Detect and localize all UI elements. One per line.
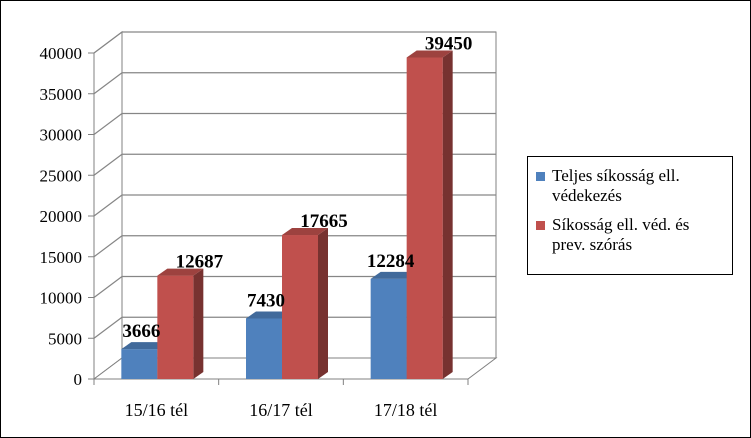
x-axis-categories: 15/16 tél 16/17 tél 17/18 tél — [125, 400, 438, 420]
gridline — [93, 194, 496, 217]
data-label: 3666 — [122, 321, 160, 342]
y-tick-label: 5000 — [48, 329, 82, 348]
bar-front — [370, 278, 407, 379]
bar-side — [442, 50, 453, 380]
data-label: 7430 — [247, 290, 285, 311]
legend-swatch-series-2 — [536, 221, 545, 230]
legend-item-series-2: Síkosság ell. véd. és prev. szórás — [536, 215, 726, 255]
bar-front — [157, 275, 194, 379]
y-tick-label: 15000 — [40, 248, 83, 267]
bars — [121, 50, 453, 380]
legend: Teljes síkosság ell. védekezés Síkosság … — [527, 156, 733, 275]
y-tick-label: 25000 — [40, 166, 83, 185]
bar-top — [370, 271, 417, 279]
gridlines — [93, 31, 496, 339]
bar-top — [282, 228, 328, 236]
gridline — [93, 72, 496, 95]
bar-side — [193, 268, 204, 379]
bar-top — [157, 268, 204, 276]
gridline — [93, 112, 496, 135]
y-axis-ticks: 0 5000 10000 15000 20000 25000 30000 35000 40000 — [40, 44, 469, 389]
bar-top — [246, 311, 292, 319]
x-category-label: 16/17 tél — [249, 400, 313, 420]
bar-front — [121, 349, 158, 379]
x-category-label: 15/16 tél — [125, 400, 189, 420]
y-tick-label: 40000 — [40, 44, 83, 63]
x-category-label: 17/18 tél — [374, 400, 438, 420]
data-label: 39450 — [425, 33, 473, 54]
data-labels: 3666 12687 7430 17665 12284 39450 — [122, 33, 472, 342]
gridline — [93, 153, 496, 176]
bar-front — [282, 235, 318, 379]
gridline — [93, 275, 496, 298]
bar-series-2-3 — [406, 50, 453, 380]
bar-series-2-2 — [282, 228, 328, 379]
legend-label-series-1: Teljes síkosság ell. védekezés — [552, 166, 680, 205]
y-tick-label: 10000 — [40, 289, 83, 308]
data-label: 17665 — [300, 211, 348, 232]
gridline — [93, 31, 496, 54]
legend-label-series-2: Síkosság ell. véd. és prev. szórás — [552, 215, 690, 254]
bar-top — [121, 342, 168, 350]
y-tick-label: 20000 — [40, 207, 83, 226]
legend-item-series-1: Teljes síkosság ell. védekezés — [536, 166, 726, 206]
bar-side — [318, 228, 328, 379]
gridline — [93, 235, 496, 258]
y-tick-label: 0 — [74, 370, 83, 389]
y-tick-label: 30000 — [40, 126, 83, 145]
bar-series-2-1 — [157, 268, 204, 379]
data-label: 12687 — [176, 252, 224, 273]
bar-front — [246, 318, 282, 379]
y-tick-label: 35000 — [40, 85, 83, 104]
legend-swatch-series-1 — [536, 172, 545, 181]
bar-top — [406, 50, 453, 58]
bar-front — [406, 57, 443, 380]
data-label: 12284 — [367, 251, 415, 272]
